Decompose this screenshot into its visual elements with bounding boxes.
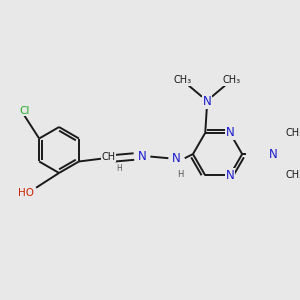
Text: H: H (178, 170, 184, 179)
Text: N: N (269, 148, 278, 160)
Text: CH₃: CH₃ (222, 75, 241, 85)
Text: H: H (116, 164, 122, 172)
Text: CH: CH (101, 152, 116, 162)
Text: CH₃: CH₃ (286, 128, 300, 138)
Text: N: N (138, 150, 146, 163)
Text: N: N (202, 95, 211, 108)
Text: CH₃: CH₃ (286, 170, 300, 180)
Text: N: N (226, 169, 234, 182)
Text: Cl: Cl (19, 106, 30, 116)
Text: CH₃: CH₃ (173, 75, 191, 85)
Text: N: N (172, 152, 181, 165)
Text: N: N (226, 126, 234, 139)
Text: HO: HO (18, 188, 34, 198)
